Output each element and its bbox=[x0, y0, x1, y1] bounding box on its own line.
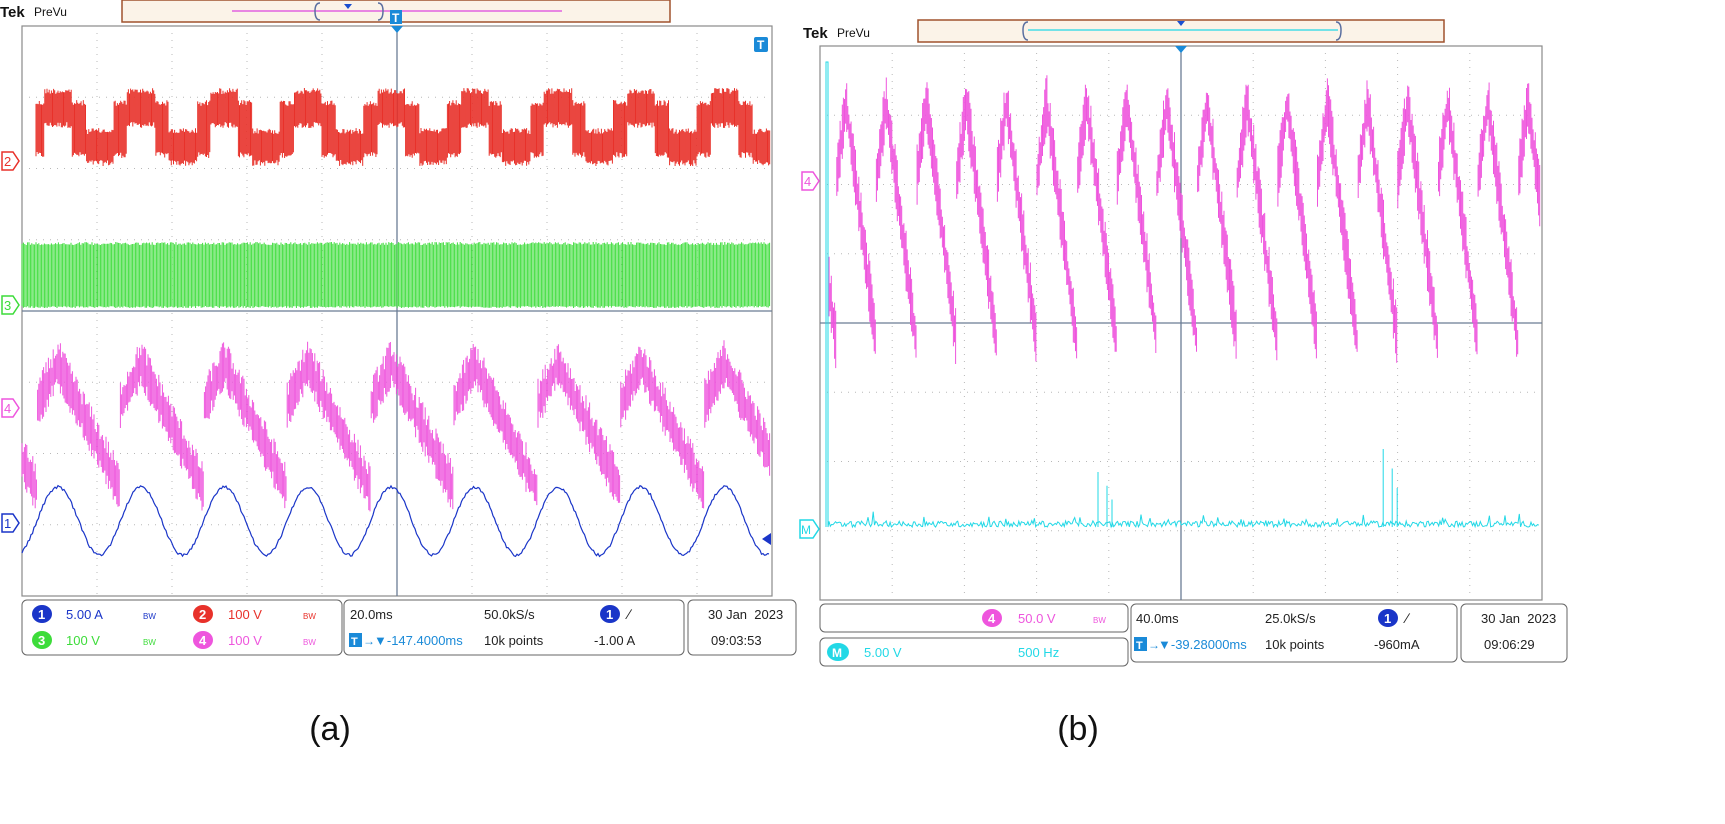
ch4-readout-a: 4 100 V BW bbox=[193, 631, 316, 649]
svg-text:BW: BW bbox=[303, 638, 316, 647]
graticule-grid-b bbox=[820, 46, 1542, 600]
svg-text:∕: ∕ bbox=[625, 606, 633, 622]
svg-text:T: T bbox=[1136, 640, 1143, 652]
trigger-arrow-b bbox=[1175, 46, 1187, 53]
mode-label-b: PreVu bbox=[837, 26, 870, 40]
ch4-trace-a bbox=[21, 340, 771, 512]
svg-text:→: → bbox=[1148, 638, 1160, 652]
trigger-level-a: -1.00 A bbox=[594, 633, 636, 648]
math-fft-trace-b bbox=[825, 61, 1539, 529]
trigger-level-marker-text-a: T bbox=[757, 38, 765, 52]
svg-text:4: 4 bbox=[804, 174, 811, 189]
trigger-position-readout-a: T → ▼-147.4000ms bbox=[349, 633, 463, 648]
timebase-a: 20.0ms bbox=[350, 607, 393, 622]
svg-text:1: 1 bbox=[1384, 611, 1391, 626]
trigger-level-b: -960mA bbox=[1374, 637, 1420, 652]
svg-text:M: M bbox=[801, 523, 811, 537]
trigger-source-b: 1 ∕ bbox=[1378, 609, 1411, 627]
sample-rate-a: 50.0kS/s bbox=[484, 607, 535, 622]
record-length-a: 10k points bbox=[484, 633, 544, 648]
trigger-position-readout-b: T → ▼-39.28000ms bbox=[1134, 637, 1247, 652]
time-b: 09:06:29 bbox=[1484, 637, 1535, 652]
ch2-marker-a: 2 bbox=[1, 151, 20, 171]
svg-text:1: 1 bbox=[38, 607, 45, 622]
svg-text:4: 4 bbox=[199, 633, 207, 648]
ch1-trace-a bbox=[21, 484, 770, 558]
svg-text:2: 2 bbox=[199, 607, 206, 622]
svg-text:100 V: 100 V bbox=[228, 607, 262, 622]
trigger-position-marker-text-a: T bbox=[392, 11, 400, 25]
svg-text:BW: BW bbox=[303, 612, 316, 621]
ch2-readout-a: 2 100 V BW bbox=[193, 605, 316, 623]
svg-text:▼-147.4000ms: ▼-147.4000ms bbox=[374, 633, 463, 648]
channel-readout-box-b bbox=[819, 603, 1129, 633]
ch3-trace-a bbox=[21, 242, 771, 308]
record-center-marker-b bbox=[1177, 21, 1185, 26]
svg-text:BW: BW bbox=[143, 638, 156, 647]
ch1-marker-a: 1 bbox=[1, 513, 20, 533]
mode-label-a: PreVu bbox=[34, 5, 67, 19]
svg-text:∕: ∕ bbox=[1403, 610, 1411, 626]
ch3-readout-a: 3 100 V BW bbox=[32, 631, 156, 649]
sample-rate-b: 25.0kS/s bbox=[1265, 611, 1316, 626]
svg-text:2: 2 bbox=[4, 154, 11, 169]
timebase-readout-box-b bbox=[1130, 603, 1458, 663]
trigger-level-arrow-a bbox=[762, 533, 771, 545]
panel-a: Tek PreVu T T 2 3 4 bbox=[0, 0, 797, 748]
svg-text:5.00 V: 5.00 V bbox=[864, 645, 902, 660]
record-length-b: 10k points bbox=[1265, 637, 1325, 652]
trigger-position-marker-a bbox=[390, 10, 402, 24]
svg-text:100 V: 100 V bbox=[228, 633, 262, 648]
math-readout-box-b bbox=[819, 637, 1129, 667]
timebase-b: 40.0ms bbox=[1136, 611, 1179, 626]
svg-text:3: 3 bbox=[38, 633, 45, 648]
svg-text:3: 3 bbox=[4, 298, 11, 313]
svg-text:M: M bbox=[832, 646, 842, 660]
brand-label-a: Tek bbox=[0, 4, 25, 21]
svg-text:500 Hz: 500 Hz bbox=[1018, 645, 1059, 660]
svg-text:5.00 A: 5.00 A bbox=[66, 607, 103, 622]
svg-text:▼-39.28000ms: ▼-39.28000ms bbox=[1158, 637, 1247, 652]
math-marker-b: M bbox=[799, 519, 820, 539]
record-preview-window-a bbox=[314, 2, 384, 21]
ch4-marker-b: 4 bbox=[801, 171, 820, 191]
svg-text:4: 4 bbox=[4, 401, 11, 416]
ch3-marker-a: 3 bbox=[1, 295, 20, 315]
svg-text:BW: BW bbox=[1093, 616, 1106, 625]
svg-text:4: 4 bbox=[988, 611, 996, 626]
timebase-readout-box-a bbox=[343, 599, 685, 656]
record-preview-window-b bbox=[1022, 21, 1342, 41]
svg-text:100 V: 100 V bbox=[66, 633, 100, 648]
trigger-arrow-a bbox=[391, 26, 403, 33]
svg-text:1: 1 bbox=[606, 607, 613, 622]
datetime-box-a bbox=[687, 599, 797, 656]
caption-b: (b) bbox=[1057, 710, 1099, 748]
ch4-marker-a: 4 bbox=[1, 398, 20, 418]
date-b: 30 Jan 2023 bbox=[1481, 611, 1556, 626]
channel-readout-box-a bbox=[21, 599, 343, 656]
record-preview-bar-b bbox=[917, 19, 1445, 43]
math-readout-b: M 5.00 V 500 Hz bbox=[827, 643, 1059, 661]
panel-b: Tek PreVu 4 M 4 50.0 V BW M bbox=[799, 19, 1568, 748]
caption-a: (a) bbox=[309, 710, 351, 748]
svg-text:50.0 V: 50.0 V bbox=[1018, 611, 1056, 626]
trigger-level-marker-a bbox=[754, 37, 768, 52]
date-a: 30 Jan 2023 bbox=[708, 607, 783, 622]
svg-text:BW: BW bbox=[143, 612, 156, 621]
datetime-box-b bbox=[1460, 603, 1568, 663]
time-a: 09:03:53 bbox=[711, 633, 762, 648]
brand-label-b: Tek bbox=[803, 25, 828, 42]
trigger-source-a: 1 ∕ bbox=[600, 605, 633, 623]
ch4-readout-b: 4 50.0 V BW bbox=[982, 609, 1106, 627]
svg-text:1: 1 bbox=[4, 516, 11, 531]
svg-text:→: → bbox=[363, 634, 375, 648]
ch1-readout-a: 1 5.00 A BW bbox=[32, 605, 156, 623]
record-center-marker-a bbox=[344, 4, 352, 9]
ch2-trace-a bbox=[35, 88, 771, 166]
svg-text:T: T bbox=[351, 636, 358, 648]
